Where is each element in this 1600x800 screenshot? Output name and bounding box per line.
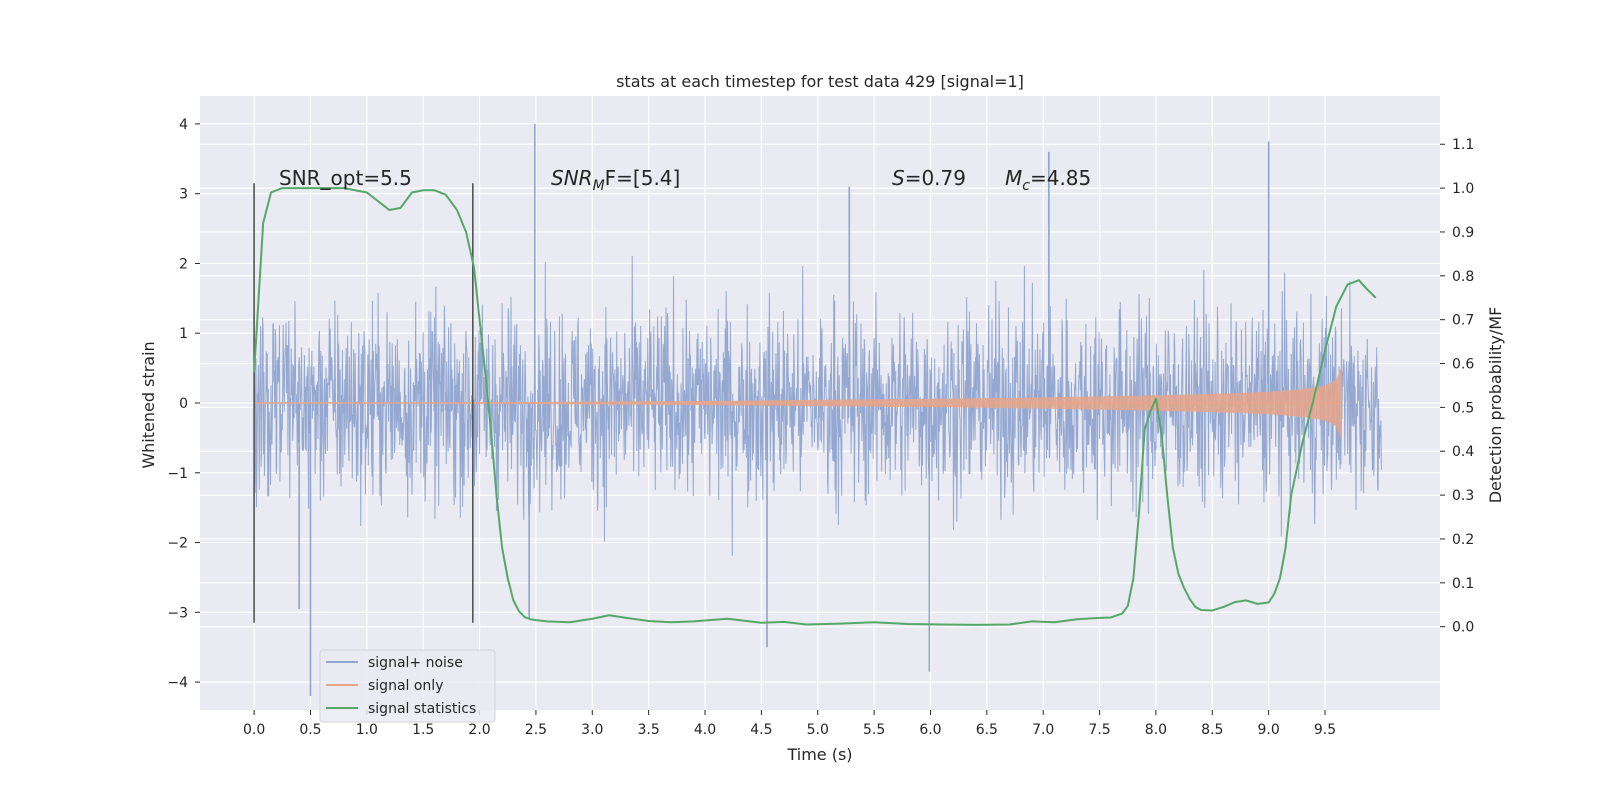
y2-axis-label: Detection probability/MF bbox=[1486, 307, 1505, 504]
x-tick-label: 6.0 bbox=[919, 722, 941, 738]
legend-label-signal-plus-noise: signal+ noise bbox=[368, 655, 463, 671]
y2-tick-label: 0.3 bbox=[1452, 488, 1474, 504]
y-axis-right: 1.1 1.0 0.9 0.8 0.7 0.6 0.5 0.4 0.3 0.2 0.1 0.0 bbox=[1440, 137, 1474, 636]
y2-tick-label: 1.0 bbox=[1452, 181, 1474, 197]
x-tick-label: 8.5 bbox=[1201, 722, 1223, 738]
y-tick-label: −1 bbox=[167, 466, 188, 482]
x-tick-label: 6.5 bbox=[976, 722, 998, 738]
annotation-snr-mf: SNRMF=[5.4] bbox=[551, 166, 680, 194]
x-tick-label: 2.5 bbox=[525, 722, 547, 738]
x-tick-label: 7.5 bbox=[1088, 722, 1110, 738]
x-tick-label: 1.5 bbox=[412, 722, 434, 738]
y-axis-label: Whitened strain bbox=[139, 341, 158, 468]
y2-tick-label: 0.4 bbox=[1452, 444, 1474, 460]
y-tick-label: 0 bbox=[179, 396, 188, 412]
y-tick-label: 2 bbox=[179, 256, 188, 272]
annotation-s: S=0.79 bbox=[892, 166, 966, 190]
y2-tick-label: 0.6 bbox=[1452, 357, 1474, 373]
legend-label-signal-statistics: signal statistics bbox=[368, 701, 476, 717]
y-tick-label: 3 bbox=[179, 187, 188, 203]
y-axis-left: 4 3 2 1 0 −1 −2 −3 −4 bbox=[167, 117, 200, 691]
y2-tick-label: 0.9 bbox=[1452, 225, 1474, 241]
x-tick-label: 1.0 bbox=[356, 722, 378, 738]
y2-tick-label: 0.0 bbox=[1452, 620, 1474, 636]
legend-label-signal-only: signal only bbox=[368, 678, 443, 694]
y-tick-label: 1 bbox=[179, 326, 188, 342]
x-tick-label: 9.5 bbox=[1314, 722, 1336, 738]
x-tick-label: 2.0 bbox=[468, 722, 490, 738]
y-tick-label: −3 bbox=[167, 605, 188, 621]
legend: signal+ noise signal only signal statist… bbox=[319, 649, 496, 723]
x-tick-label: 5.5 bbox=[863, 722, 885, 738]
x-tick-label: 7.0 bbox=[1032, 722, 1054, 738]
x-axis: 0.0 0.5 1.0 1.5 2.0 2.5 3.0 3.5 4.0 4.5 5.0 5.5 6.0 6… bbox=[243, 710, 1336, 738]
x-tick-label: 0.0 bbox=[243, 722, 265, 738]
annotation-snr-opt: SNR_opt=5.5 bbox=[279, 166, 412, 190]
series-signal-statistics bbox=[253, 187, 1377, 626]
annotation-mc: Mc=4.85 bbox=[1005, 166, 1091, 194]
y-tick-label: −4 bbox=[167, 675, 188, 691]
x-tick-label: 0.5 bbox=[299, 722, 321, 738]
x-tick-label: 5.0 bbox=[807, 722, 829, 738]
y2-tick-label: 1.1 bbox=[1452, 137, 1474, 153]
x-tick-label: 3.5 bbox=[638, 722, 660, 738]
x-tick-label: 3.0 bbox=[581, 722, 603, 738]
series-signal-only bbox=[254, 364, 1342, 442]
y2-tick-label: 0.7 bbox=[1452, 313, 1474, 329]
x-tick-label: 4.5 bbox=[750, 722, 772, 738]
x-tick-label: 4.0 bbox=[694, 722, 716, 738]
x-tick-label: 8.0 bbox=[1145, 722, 1167, 738]
chart-title: stats at each timestep for test data 429… bbox=[616, 72, 1024, 91]
y2-tick-label: 0.8 bbox=[1452, 269, 1474, 285]
x-axis-label: Time (s) bbox=[786, 745, 852, 764]
statistics-line bbox=[253, 187, 1377, 626]
x-tick-label: 9.0 bbox=[1258, 722, 1280, 738]
legend-box bbox=[319, 649, 496, 723]
y-tick-label: −2 bbox=[167, 536, 188, 552]
y2-tick-label: 0.5 bbox=[1452, 400, 1474, 416]
y2-tick-label: 0.1 bbox=[1452, 576, 1474, 592]
y-tick-label: 4 bbox=[179, 117, 188, 133]
vertical-markers bbox=[253, 183, 474, 623]
y2-tick-label: 0.2 bbox=[1452, 532, 1474, 548]
